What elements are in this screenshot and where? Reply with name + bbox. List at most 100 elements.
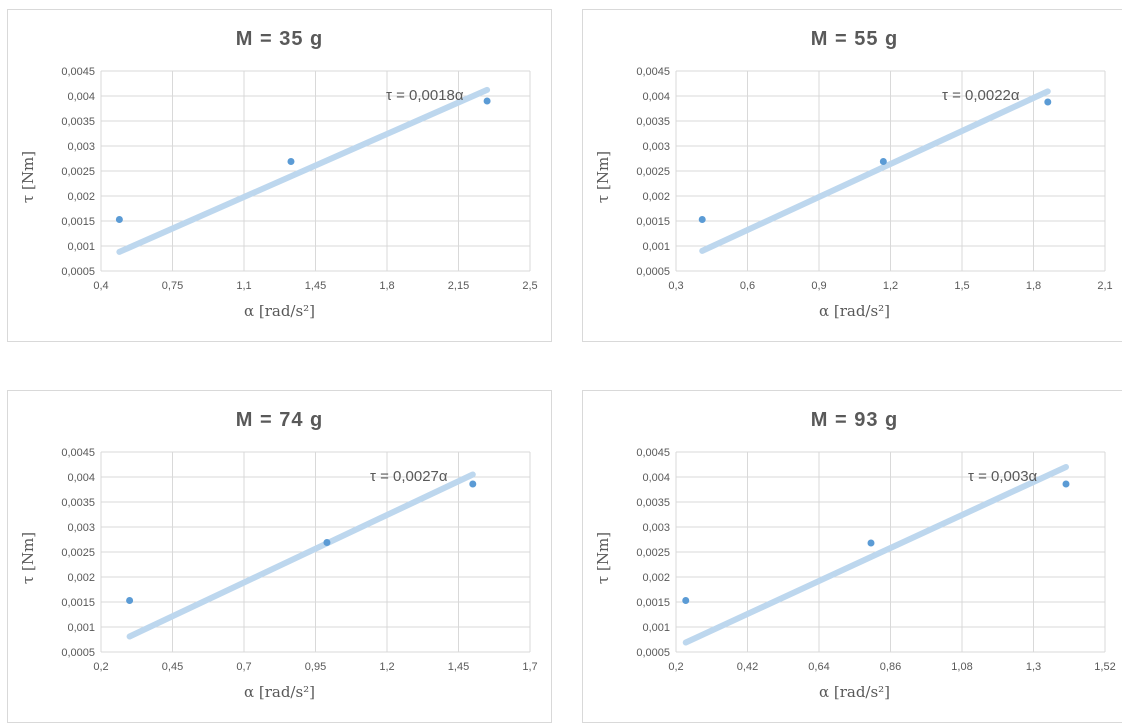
data-point: [682, 597, 690, 604]
chart-plot: 0,0005 0,001 0,0015 0,002 0,0025 0,003 0,0035 0…: [636, 66, 1112, 292]
y-tick-label: 0,0005: [636, 266, 670, 278]
trendline-equation: τ = 0,0027α: [370, 468, 448, 485]
x-axis-label: α [rad/s²]: [243, 302, 316, 320]
trendline: [682, 464, 1069, 646]
y-tick-label: 0,003: [67, 141, 95, 153]
y-axis-label: τ [Nm]: [594, 531, 613, 585]
x-tick-label: 1,52: [1094, 661, 1115, 673]
data-point: [287, 158, 295, 165]
x-tick-label: 0,2: [93, 661, 108, 673]
y-tick-label: 0,0025: [636, 547, 670, 559]
y-tick-label: 0,002: [67, 572, 95, 584]
y-tick-label: 0,002: [642, 191, 670, 203]
x-tick-label: 1,08: [951, 661, 972, 673]
chart-panel-m74: 0,0005 0,001 0,0015 0,002 0,0025 0,003 0,0035 0…: [7, 390, 552, 723]
y-tick-label: 0,0045: [636, 66, 670, 78]
y-tick-label: 0,001: [67, 241, 95, 253]
y-tick-label: 0,0025: [61, 547, 95, 559]
y-tick-label: 0,0005: [636, 647, 670, 659]
y-tick-label: 0,004: [642, 91, 670, 103]
x-tick-label: 0,64: [808, 661, 829, 673]
x-tick-label: 1,1: [236, 280, 251, 292]
x-tick-label: 2,15: [448, 280, 469, 292]
data-point: [483, 97, 491, 105]
x-tick-label: 2,5: [522, 280, 537, 292]
x-tick-label: 1,5: [954, 280, 969, 292]
y-tick-label: 0,0035: [636, 497, 670, 509]
x-axis-label: α [rad/s²]: [818, 302, 891, 320]
y-tick-label: 0,002: [67, 191, 95, 203]
x-tick-label: 0,45: [162, 661, 183, 673]
y-tick-label: 0,004: [67, 91, 95, 103]
chart-plot: 0,0005 0,001 0,0015 0,002 0,0025 0,003 0,0035 0…: [61, 447, 537, 673]
y-axis-label: τ [Nm]: [19, 531, 38, 585]
data-point: [1044, 98, 1052, 106]
y-tick-label: 0,001: [642, 622, 670, 634]
x-tick-label: 1,2: [883, 280, 898, 292]
y-tick-label: 0,0035: [61, 116, 95, 128]
x-tick-label: 0,9: [811, 280, 826, 292]
y-tick-label: 0,0035: [636, 116, 670, 128]
data-point: [469, 480, 477, 488]
x-tick-label: 2,1: [1097, 280, 1112, 292]
x-tick-label: 1,7: [522, 661, 537, 673]
y-axis-label: τ [Nm]: [594, 150, 613, 204]
x-tick-label: 0,42: [737, 661, 758, 673]
data-point: [867, 539, 875, 547]
y-tick-label: 0,0025: [61, 166, 95, 178]
y-tick-label: 0,003: [642, 522, 670, 534]
trendline-equation: τ = 0,003α: [968, 468, 1038, 485]
chart-plot: 0,0005 0,001 0,0015 0,002 0,0025 0,003 0,0035 0…: [61, 66, 537, 292]
y-tick-label: 0,0025: [636, 166, 670, 178]
data-point: [1062, 480, 1070, 488]
y-tick-label: 0,001: [642, 241, 670, 253]
data-point: [323, 539, 331, 546]
x-tick-label: 0,3: [668, 280, 683, 292]
trendline-equation: τ = 0,0022α: [942, 87, 1020, 104]
y-tick-label: 0,0005: [61, 647, 95, 659]
x-tick-label: 0,4: [93, 280, 108, 292]
chart-title: M = 35 g: [235, 28, 324, 50]
y-tick-label: 0,0015: [61, 216, 95, 228]
chart-panel-m55: 0,0005 0,001 0,0015 0,002 0,0025 0,003 0,0035 0…: [582, 9, 1122, 342]
x-tick-label: 1,45: [305, 280, 326, 292]
x-tick-label: 0,75: [162, 280, 183, 292]
y-tick-label: 0,0005: [61, 266, 95, 278]
chart-title: M = 93 g: [810, 409, 899, 431]
x-axis-label: α [rad/s²]: [818, 683, 891, 701]
y-tick-label: 0,0015: [636, 597, 670, 609]
y-tick-label: 0,0045: [636, 447, 670, 459]
y-tick-label: 0,0015: [636, 216, 670, 228]
y-tick-label: 0,0045: [61, 447, 95, 459]
chart-title: M = 55 g: [810, 28, 899, 50]
y-tick-label: 0,0045: [61, 66, 95, 78]
y-tick-label: 0,004: [642, 472, 670, 484]
x-tick-label: 0,7: [236, 661, 251, 673]
chart-panel-m93: 0,0005 0,001 0,0015 0,002 0,0025 0,003 0,0035 0…: [582, 390, 1122, 723]
data-point: [115, 216, 123, 223]
data-point: [698, 216, 706, 223]
x-tick-label: 0,6: [740, 280, 755, 292]
x-tick-label: 1,8: [1026, 280, 1041, 292]
chart-title: M = 74 g: [235, 409, 324, 431]
x-axis-label: α [rad/s²]: [243, 683, 316, 701]
y-tick-label: 0,003: [642, 141, 670, 153]
y-tick-label: 0,0035: [61, 497, 95, 509]
y-tick-label: 0,001: [67, 622, 95, 634]
y-axis-label: τ [Nm]: [19, 150, 38, 204]
x-tick-label: 1,2: [379, 661, 394, 673]
y-tick-label: 0,0015: [61, 597, 95, 609]
x-tick-label: 1,3: [1026, 661, 1041, 673]
x-tick-label: 0,95: [305, 661, 326, 673]
trendline: [126, 471, 476, 640]
data-point: [879, 158, 887, 165]
x-tick-label: 0,2: [668, 661, 683, 673]
y-tick-label: 0,004: [67, 472, 95, 484]
chart-panel-m35: 0,0005 0,001 0,0015 0,002 0,0025 0,003 0,0035 0…: [7, 9, 552, 342]
x-tick-label: 1,45: [448, 661, 469, 673]
x-tick-label: 1,8: [379, 280, 394, 292]
trendline: [699, 88, 1051, 254]
chart-plot: 0,0005 0,001 0,0015 0,002 0,0025 0,003 0,0035 0…: [636, 447, 1115, 673]
trendline: [116, 86, 491, 255]
trendline-equation: τ = 0,0018α: [386, 87, 464, 104]
